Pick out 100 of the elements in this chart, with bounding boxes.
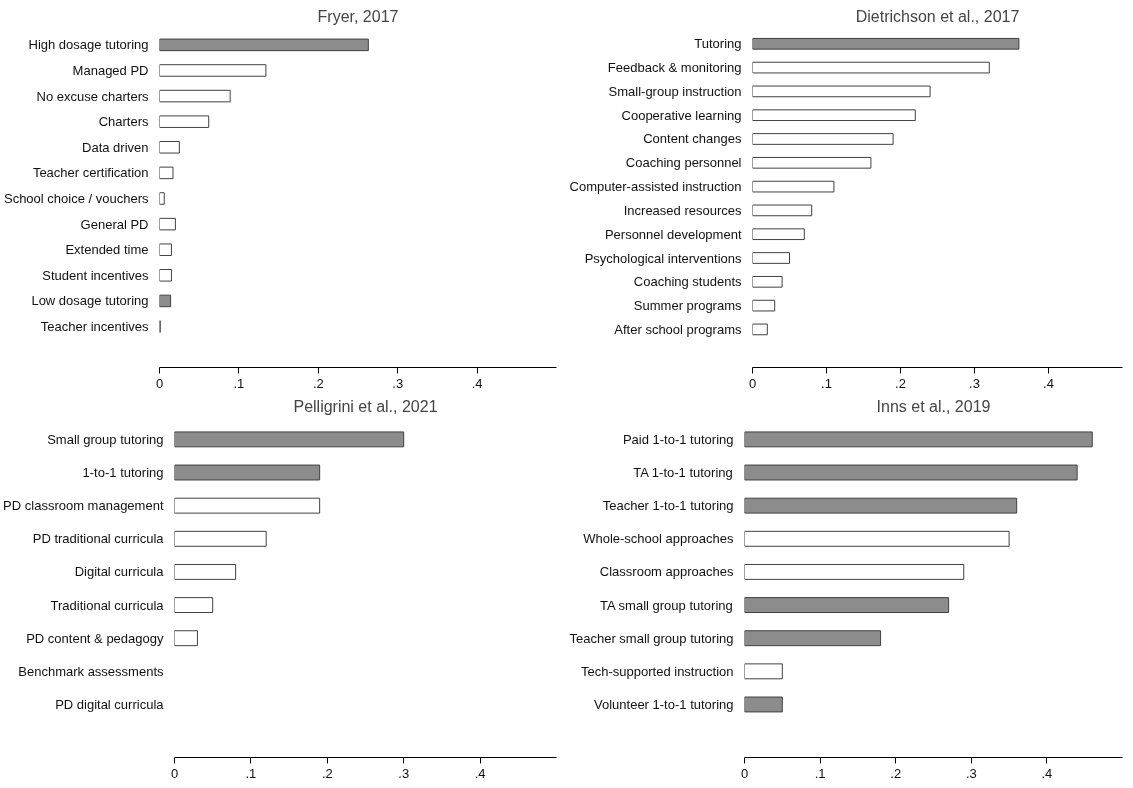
bar: [159, 64, 267, 77]
y-tick-label: PD digital curricula: [55, 696, 165, 712]
y-tick-label: General PD: [80, 216, 149, 232]
x-tick-label: .1: [814, 765, 826, 781]
y-tick-label: No excuse charters: [36, 88, 149, 104]
bar: [744, 563, 965, 580]
y-tick-label: Summer programs: [633, 298, 742, 314]
y-tick-label: Low dosage tutoring: [31, 293, 149, 309]
y-tick-label: Small group tutoring: [47, 431, 164, 447]
y-tick-label: Cooperative learning: [621, 107, 742, 123]
x-tick-label: .2: [321, 765, 333, 781]
bar: [159, 294, 172, 308]
y-tick-label: High dosage tutoring: [28, 37, 149, 53]
y-tick-label: Benchmark assessments: [18, 663, 164, 679]
y-tick-label: TA 1-to-1 tutoring: [633, 465, 733, 481]
y-tick-label: Tutoring: [694, 36, 742, 52]
x-tick-label: 0: [748, 375, 757, 391]
bar: [174, 497, 321, 514]
bar: [752, 299, 776, 312]
y-tick-label: Charters: [98, 114, 149, 130]
x-tick-label: .3: [398, 765, 410, 781]
bar: [752, 323, 768, 336]
bar: [159, 243, 172, 256]
bar: [159, 269, 172, 282]
bar: [752, 133, 894, 145]
y-tick-label: Volunteer 1-to-1 tutoring: [594, 696, 734, 712]
y-tick-label: Teacher small group tutoring: [569, 630, 734, 646]
chart-title: Dietrichson et al., 2017: [855, 7, 1020, 25]
x-tick-label: .4: [1041, 765, 1053, 781]
x-tick-label: .2: [895, 375, 906, 391]
bar: [744, 497, 1018, 514]
bar: [174, 597, 214, 614]
y-tick-label: PD traditional curricula: [32, 531, 165, 547]
y-tick-label: School choice / vouchers: [3, 191, 149, 206]
bar: [159, 38, 369, 52]
bar: [174, 530, 267, 547]
x-tick-label: .3: [969, 375, 980, 391]
y-tick-label: Increased resources: [623, 202, 742, 218]
x-tick-label: .1: [233, 375, 245, 391]
chart-title: Fryer, 2017: [317, 7, 399, 25]
y-tick-label: Extended time: [65, 242, 149, 258]
bar: [159, 217, 176, 231]
y-tick-label: Personnel development: [604, 226, 742, 242]
y-tick-label: Whole-school approaches: [583, 531, 734, 547]
y-tick-label: Managed PD: [72, 62, 149, 78]
y-tick-label: Digital curricula: [74, 564, 165, 580]
x-tick-label: .4: [474, 765, 486, 781]
x-tick-label: .2: [890, 765, 902, 781]
bar: [744, 530, 1010, 547]
bar: [744, 464, 1078, 481]
x-tick-label: .1: [821, 375, 832, 391]
chart-title: Pelligrini et al., 2021: [293, 397, 438, 415]
x-tick-label: .3: [965, 765, 977, 781]
bar: [752, 37, 1020, 50]
bar: [752, 228, 805, 241]
y-tick-label: Teacher 1-to-1 tutoring: [602, 498, 734, 514]
x-tick-label: 0: [740, 765, 749, 781]
y-tick-label: Student incentives: [42, 267, 149, 283]
y-tick-label: Coaching students: [633, 274, 742, 290]
bar: [752, 252, 790, 264]
x-tick-label: .4: [471, 375, 483, 391]
y-tick-label: Traditional curricula: [50, 597, 165, 613]
y-tick-label: Computer-assisted instruction: [569, 179, 742, 195]
bar: [752, 61, 990, 74]
y-tick-label: Feedback & monitoring: [607, 60, 742, 76]
x-tick-label: .2: [312, 375, 324, 391]
bar: [174, 464, 321, 481]
bar: [752, 156, 872, 169]
y-tick-label: Teacher certification: [32, 165, 149, 181]
x-tick-label: .1: [245, 765, 257, 781]
x-tick-label: .3: [392, 375, 404, 391]
bar: [174, 630, 198, 647]
bar: [159, 166, 174, 180]
bar: [752, 180, 835, 193]
bar: [159, 89, 231, 103]
y-tick-label: Paid 1-to-1 tutoring: [622, 431, 734, 447]
bar: [752, 275, 783, 288]
y-tick-label: Data driven: [82, 139, 149, 155]
y-tick-label: Small-group instruction: [608, 83, 742, 99]
y-tick-label: After school programs: [614, 321, 742, 337]
bar: [159, 115, 210, 128]
bar: [752, 109, 916, 122]
bar: [174, 431, 405, 448]
y-tick-label: Content changes: [643, 131, 742, 147]
y-tick-label: Classroom approaches: [599, 564, 734, 580]
bar: [744, 663, 783, 680]
x-tick-label: .4: [1043, 375, 1054, 391]
bar: [752, 204, 813, 217]
y-tick-label: TA small group tutoring: [600, 597, 733, 613]
y-tick-label: PD content & pedagogy: [26, 630, 164, 646]
bar: [159, 192, 165, 205]
bar: [159, 141, 180, 154]
y-tick-label: Teacher incentives: [40, 319, 149, 335]
bar: [744, 597, 950, 614]
y-tick-label: Coaching personnel: [625, 155, 742, 171]
y-tick-label: 1-to-1 tutoring: [82, 465, 164, 481]
bar: [174, 563, 237, 580]
bar: [752, 85, 931, 98]
x-tick-label: 0: [170, 765, 179, 781]
y-tick-label: PD classroom management: [3, 498, 164, 514]
